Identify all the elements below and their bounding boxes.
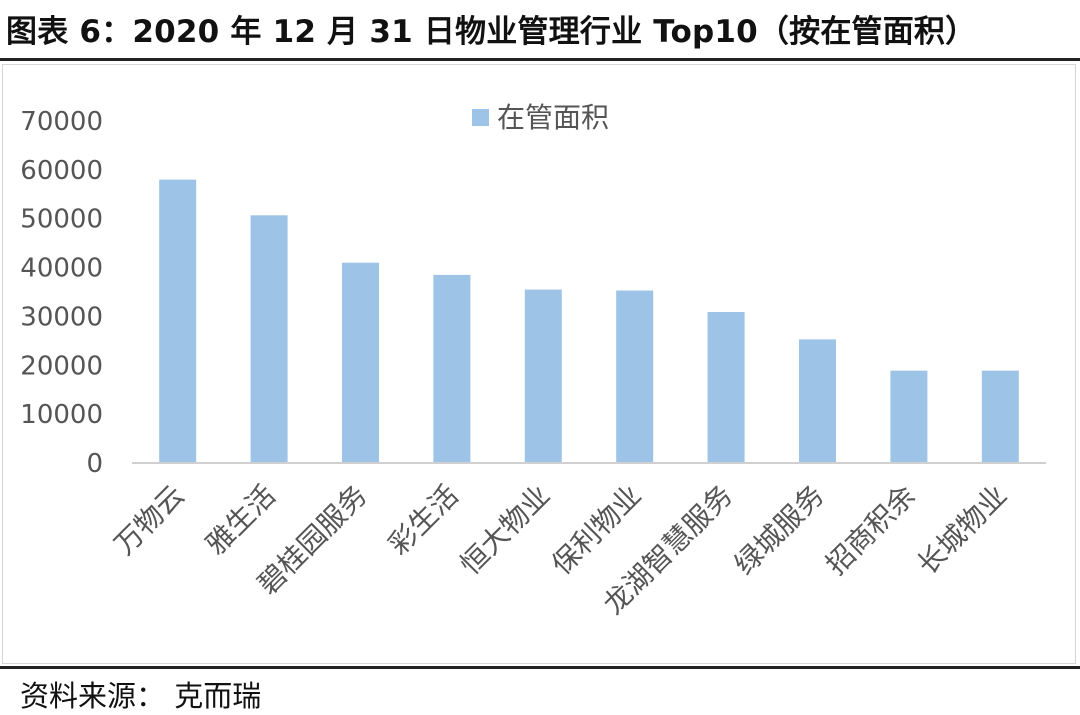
source-note: 资料来源： 克而瑞 (20, 679, 262, 713)
x-tick-label: 万物云 (108, 479, 191, 562)
bar (616, 290, 654, 463)
y-tick-label: 40000 (20, 254, 103, 284)
y-tick-label: 60000 (20, 156, 103, 186)
x-tick-label: 雅生活 (199, 479, 282, 562)
bar (159, 179, 197, 463)
bar (524, 289, 562, 463)
y-tick-label: 20000 (20, 351, 103, 381)
bar (342, 262, 379, 463)
x-tick-label: 招商积余 (819, 479, 922, 582)
chart-legend: 在管面积 (472, 101, 609, 134)
bar (799, 339, 836, 463)
bars (159, 179, 1019, 463)
chart-frame (2, 64, 1076, 664)
y-tick-label: 30000 (20, 302, 103, 332)
y-axis: 0 10000 20000 30000 40000 50000 60000 70000 (20, 107, 103, 479)
bar (981, 370, 1019, 463)
bar (250, 215, 288, 463)
x-tick-label: 恒大物业 (454, 479, 557, 582)
x-tick-label: 彩生活 (382, 479, 465, 562)
y-tick-label: 0 (86, 449, 103, 479)
y-tick-label: 70000 (20, 107, 103, 137)
x-tick-label: 长城物业 (911, 479, 1014, 582)
bar (433, 274, 471, 463)
y-tick-label: 10000 (20, 400, 103, 430)
title-rule (0, 58, 1080, 61)
legend-swatch (472, 109, 489, 126)
footer-rule (0, 666, 1080, 669)
bar (890, 370, 928, 463)
bar (707, 312, 745, 463)
legend-label: 在管面积 (497, 101, 609, 134)
figure-title: 图表 6：2020 年 12 月 31 日物业管理行业 Top10（按在管面积） (6, 14, 977, 50)
x-tick-label: 绿城服务 (728, 479, 831, 582)
y-tick-label: 50000 (20, 205, 103, 235)
